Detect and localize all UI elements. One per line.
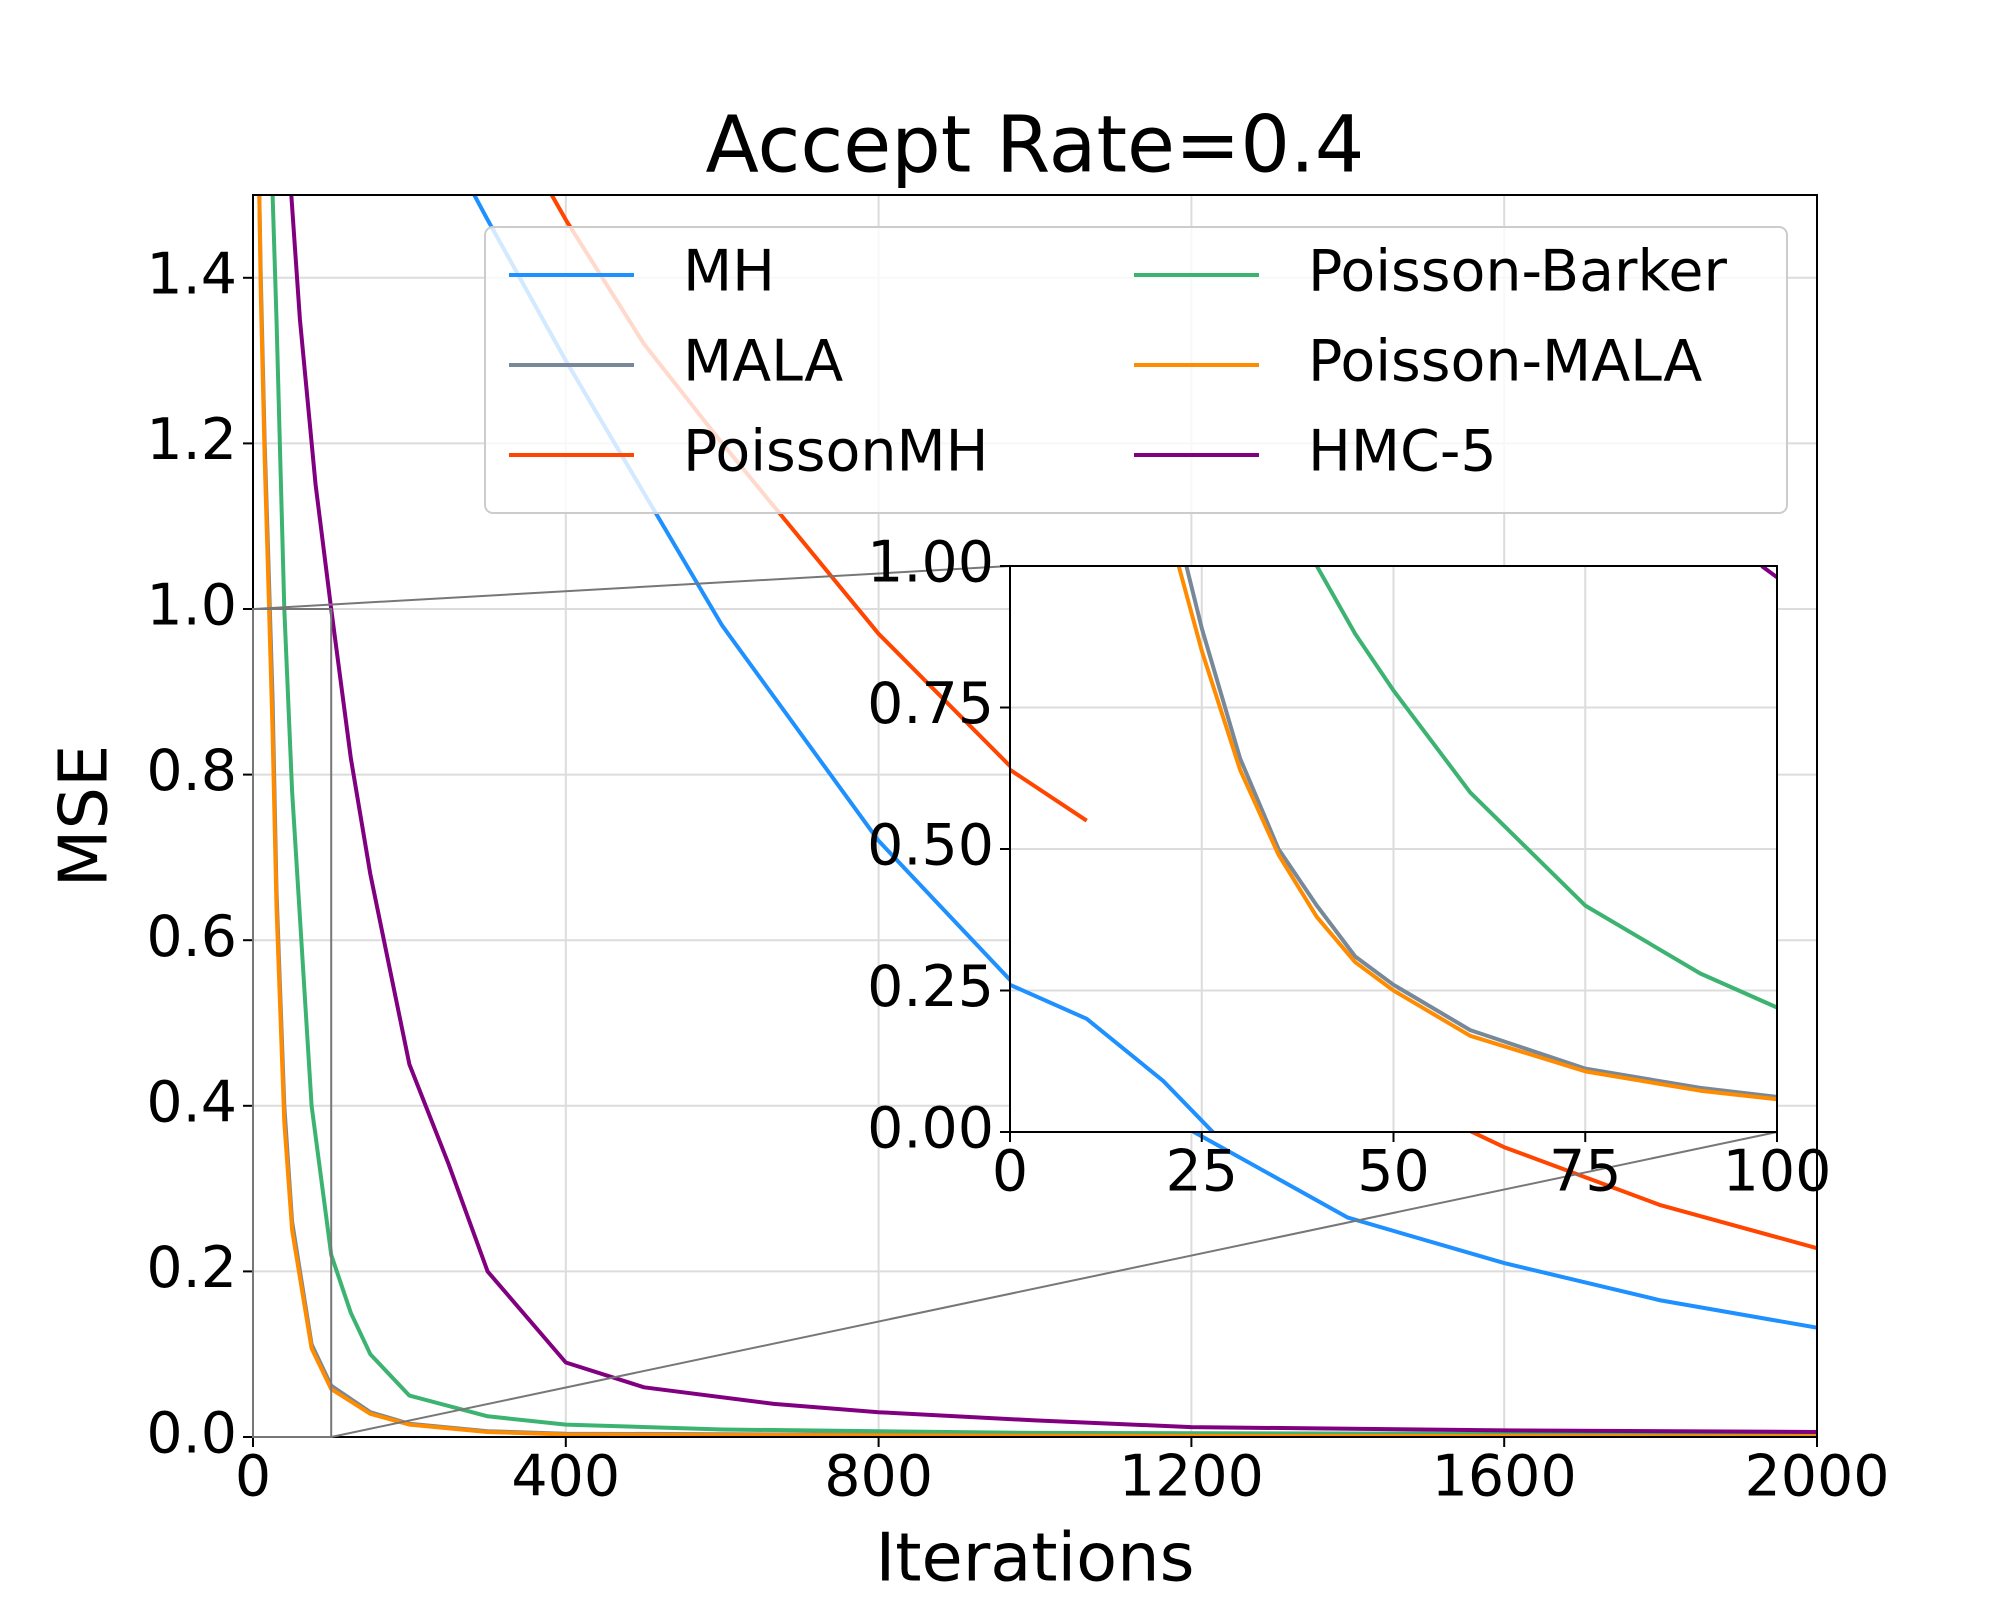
- y-tick-label: 0.75: [867, 671, 994, 737]
- x-tick-label: 25: [1165, 1138, 1238, 1204]
- x-tick-label: 0: [235, 1443, 271, 1509]
- x-tick-label: 400: [511, 1443, 620, 1509]
- legend: MH MALA PoissonMH Poisson-Barker Poisson-MAL…: [484, 226, 1788, 514]
- y-tick-label: 1.0: [146, 573, 237, 639]
- y-tick-label: 0.00: [867, 1096, 994, 1162]
- x-tick-label: 100: [1723, 1138, 1832, 1204]
- legend-label: MH: [683, 239, 775, 305]
- y-tick-label: 0.4: [146, 1069, 237, 1135]
- series-line: [1010, 982, 1216, 1132]
- series-line: [257, 195, 1817, 1437]
- x-axis-label: Iterations: [875, 1519, 1194, 1597]
- series-line: [270, 195, 1817, 1437]
- y-tick-label: 0.8: [146, 738, 237, 804]
- series-line: [1760, 566, 1777, 579]
- legend-box: [484, 226, 1788, 514]
- x-tick-label: 1200: [1119, 1443, 1264, 1509]
- axes-frame: [1009, 565, 1778, 1133]
- inset-axes: 0 25 50 75 100 0.00 0.25 0.50 0.75 1.00: [867, 530, 1831, 1205]
- legend-label: PoissonMH: [683, 419, 988, 485]
- x-tick-label: 2000: [1744, 1443, 1889, 1509]
- y-tick-label: 0.2: [146, 1235, 237, 1301]
- zoom-connector: [330, 1131, 1778, 1438]
- y-tick-label: 1.2: [146, 407, 237, 473]
- series-line: [1315, 566, 1777, 1010]
- x-tick-label: 75: [1549, 1138, 1622, 1204]
- x-tick-label: 1600: [1432, 1443, 1577, 1509]
- zoom-box: [252, 608, 333, 1438]
- y-tick-label: 0.50: [867, 813, 994, 879]
- series-line: [1176, 566, 1777, 1102]
- x-tick-label: 50: [1357, 1138, 1430, 1204]
- series-lines: [1010, 566, 1777, 1132]
- y-tick-label: 1.4: [146, 241, 237, 307]
- series-line: [289, 195, 1817, 1434]
- series-line: [1010, 768, 1088, 823]
- x-tick-label: 0: [992, 1138, 1028, 1204]
- legend-label: MALA: [683, 329, 843, 395]
- x-tick-label: 800: [824, 1443, 933, 1509]
- series-line: [1184, 566, 1777, 1099]
- legend-label: Poisson-Barker: [1308, 239, 1727, 305]
- y-tick-label: 1.00: [867, 530, 994, 596]
- legend-label: Poisson-MALA: [1308, 329, 1702, 395]
- zoom-connector: [252, 565, 1011, 610]
- y-tick-label: 0.0: [146, 1401, 237, 1467]
- y-tick-label: 0.25: [867, 954, 994, 1020]
- legend-label: HMC-5: [1308, 419, 1497, 485]
- y-axis-label: MSE: [45, 745, 123, 888]
- y-tick-label: 0.6: [146, 904, 237, 970]
- chart-title: Accept Rate=0.4: [706, 100, 1365, 190]
